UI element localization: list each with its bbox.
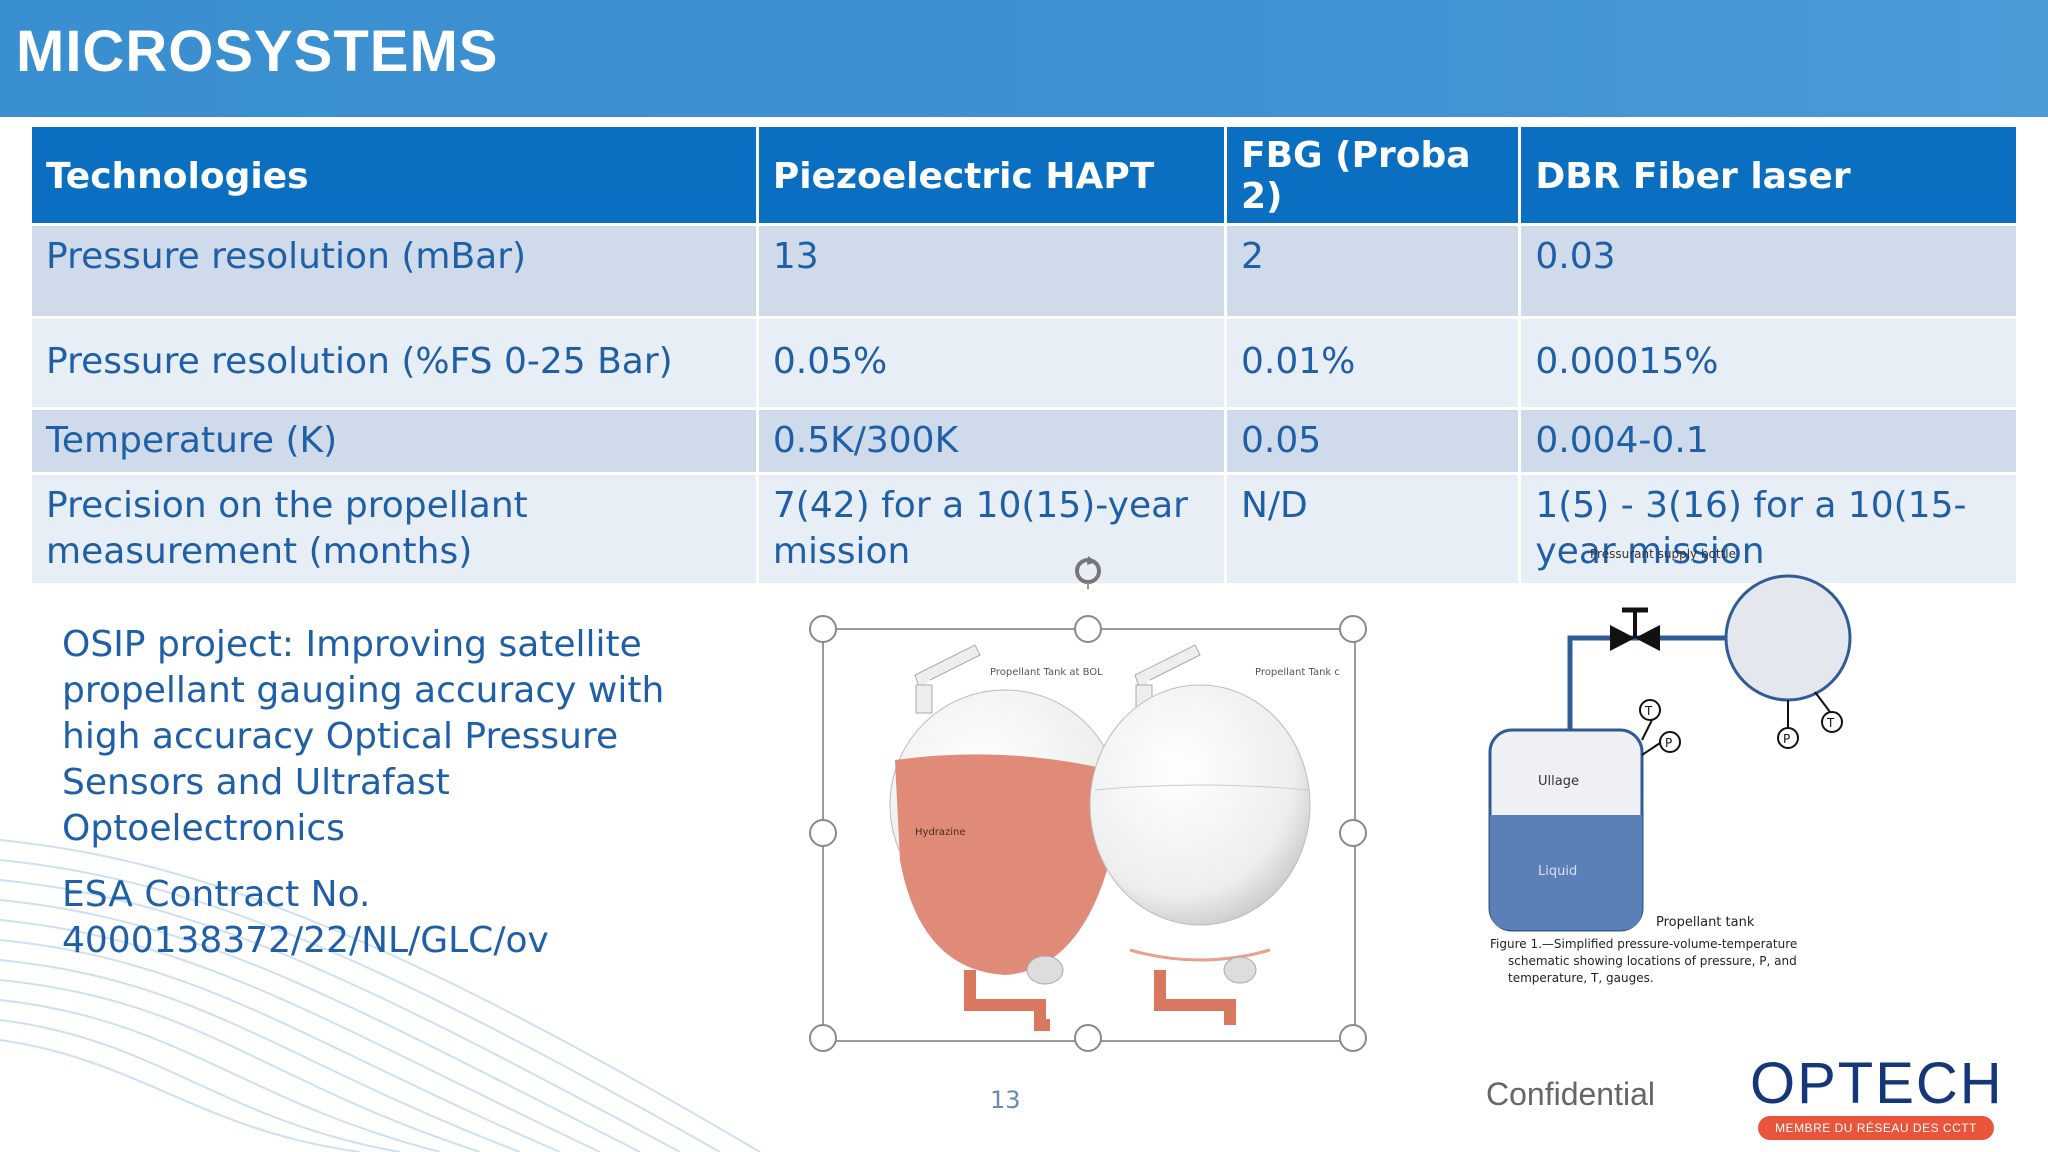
osip-project-text: OSIP project: Improving satellite propel… (62, 624, 665, 849)
table-cell: 1(5) - 3(16) for a 10(15-year mission (1521, 475, 2016, 583)
resize-handle-n[interactable] (1074, 615, 1102, 643)
table-cell: 0.03 (1521, 226, 2016, 316)
table-cell: 13 (758, 226, 1224, 316)
liquid-fill (1490, 815, 1642, 930)
resize-handle-sw[interactable] (809, 1024, 837, 1052)
comparison-table: Technologies Piezoelectric HAPT FBG (Pro… (29, 124, 2019, 586)
bottle-label: Pressurant supply bottle (1590, 547, 1736, 561)
project-description: OSIP project: Improving satellite propel… (62, 622, 742, 984)
logo-tagline: MEMBRE DU RÉSEAU DES CCTT (1758, 1116, 1994, 1140)
decorative-waves (0, 839, 760, 1152)
table-cell: 2 (1227, 226, 1519, 316)
rotate-handle-icon[interactable] (1070, 553, 1106, 589)
column-header: Piezoelectric HAPT (758, 127, 1224, 223)
tank-label-right: Propellant Tank close to EOL (1255, 667, 1340, 678)
tank-eol: Propellant Tank close to EOL (1089, 644, 1340, 1025)
table-row: Pressure resolution (%FS 0-25 Bar) 0.05%… (32, 319, 2016, 407)
pressure-gauge-icon (1777, 727, 1799, 749)
logo-wordmark: OPTECH (1750, 1051, 2004, 1116)
figure-caption-line: Figure 1.—Simplified pressure-volume-tem… (1490, 937, 1797, 951)
resize-handle-e[interactable] (1339, 819, 1367, 847)
contract-text: ESA Contract No. 4000138372/22/NL/GLC/ov (62, 874, 549, 961)
tank-label: Propellant tank (1656, 915, 1755, 930)
table-cell: 0.00015% (1521, 319, 2016, 407)
resize-handle-nw[interactable] (809, 615, 837, 643)
table-cell: 7(42) for a 10(15)-year mission (758, 475, 1224, 583)
temperature-gauge-icon (1821, 711, 1843, 733)
table-header-row: Technologies Piezoelectric HAPT FBG (Pro… (32, 127, 2016, 223)
svg-text:T: T (1644, 704, 1653, 718)
table-cell: Precision on the propellant measurement … (32, 475, 756, 583)
column-header: FBG (Proba 2) (1227, 127, 1519, 223)
pvt-schematic-image: Pressurant supply bottle Ullage Liquid T… (1488, 547, 1852, 985)
table-cell: 0.05% (758, 319, 1224, 407)
table-cell: Temperature (K) (32, 410, 756, 472)
tank-bol: Propellant Tank at BOL Hydrazine (889, 644, 1121, 1031)
table-row: Temperature (K) 0.5K/300K 0.05 0.004-0.1 (32, 410, 2016, 472)
svg-text:P: P (1783, 732, 1790, 746)
resize-handle-s[interactable] (1074, 1024, 1102, 1052)
table-row: Pressure resolution (mBar) 13 2 0.03 (32, 226, 2016, 316)
figure-caption-line: schematic showing locations of pressure,… (1508, 954, 1797, 968)
optech-logo: OPTECH MEMBRE DU RÉSEAU DES CCTT (1750, 1050, 2002, 1142)
svg-text:T: T (1826, 716, 1835, 730)
hydrazine-label: Hydrazine (915, 827, 966, 838)
table-cell: 0.01% (1227, 319, 1519, 407)
propellant-tanks-image: Propellant Tank at BOL Hydrazine Propell… (889, 644, 1340, 1031)
pressurant-bottle (1724, 574, 1852, 702)
column-header: DBR Fiber laser (1521, 127, 2016, 223)
svg-text:P: P (1665, 736, 1672, 750)
table-cell: Pressure resolution (mBar) (32, 226, 756, 316)
title-bar: MICROSYSTEMS (0, 0, 2048, 117)
resize-handle-se[interactable] (1339, 1024, 1367, 1052)
table-cell: 0.05 (1227, 410, 1519, 472)
page-number: 13 (990, 1086, 1021, 1114)
table-cell: Pressure resolution (%FS 0-25 Bar) (32, 319, 756, 407)
resize-handle-w[interactable] (809, 819, 837, 847)
pressure-gauge-icon (1659, 731, 1681, 753)
table-cell: N/D (1227, 475, 1519, 583)
column-header: Technologies (32, 127, 756, 223)
confidential-label: Confidential (1486, 1076, 1655, 1112)
table-cell: 0.004-0.1 (1521, 410, 2016, 472)
slide-title: MICROSYSTEMS (16, 19, 499, 84)
ullage-label: Ullage (1538, 774, 1579, 789)
liquid-label: Liquid (1538, 864, 1577, 879)
figure-caption-line: temperature, T, gauges. (1508, 971, 1654, 985)
table-cell: 0.5K/300K (758, 410, 1224, 472)
tank-label-left: Propellant Tank at BOL (990, 667, 1103, 678)
temperature-gauge-icon (1639, 699, 1661, 721)
table-row: Precision on the propellant measurement … (32, 475, 2016, 583)
resize-handle-ne[interactable] (1339, 615, 1367, 643)
